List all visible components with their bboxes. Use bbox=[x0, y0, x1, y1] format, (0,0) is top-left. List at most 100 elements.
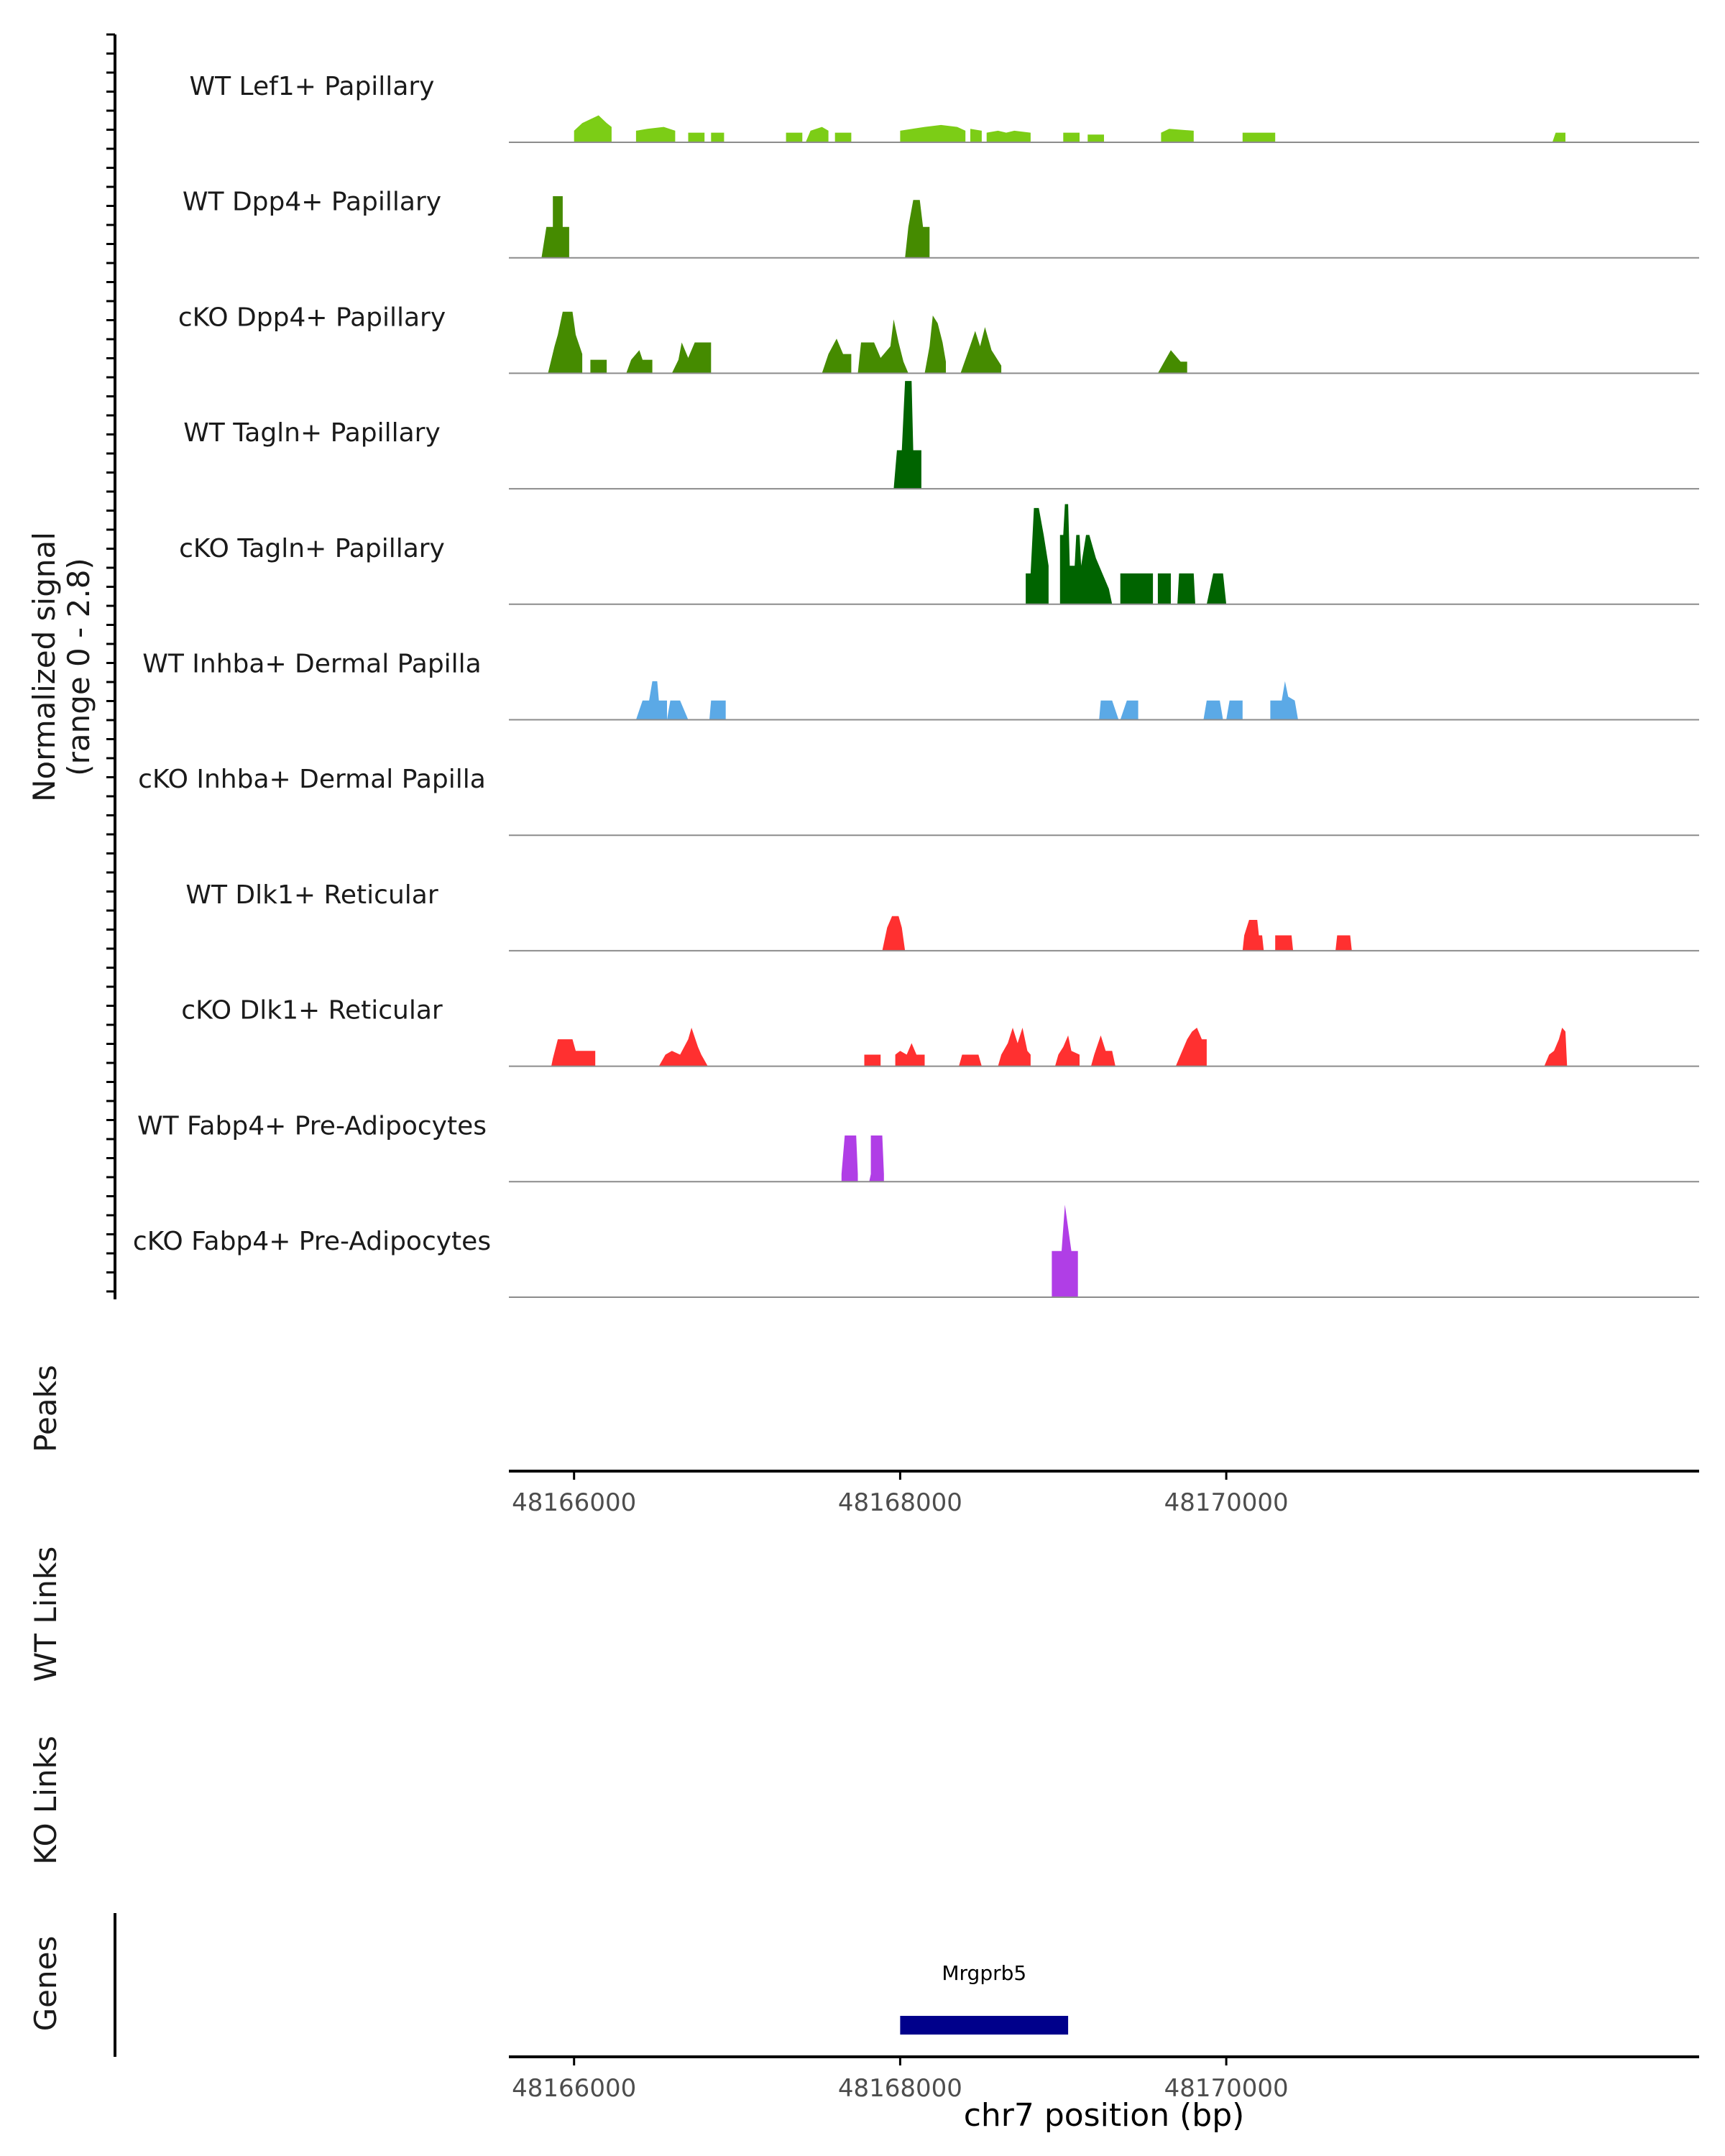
x-tick-label: 48168000 bbox=[838, 2074, 962, 2103]
gene-annotations: Mrgprb5 bbox=[900, 1961, 1069, 2035]
coverage-peak bbox=[998, 1028, 1031, 1067]
coverage-peak bbox=[895, 1043, 925, 1067]
gene-body bbox=[900, 2016, 1069, 2035]
coverage-peak bbox=[822, 338, 852, 374]
track-label: cKO Tagln+ Papillary bbox=[179, 534, 445, 563]
coverage-peak bbox=[1157, 573, 1171, 604]
track-label: cKO Dlk1+ Reticular bbox=[181, 996, 443, 1026]
coverage-peak bbox=[1026, 507, 1049, 604]
track-label: WT Dpp4+ Papillary bbox=[183, 188, 441, 217]
coverage-peak bbox=[786, 132, 803, 142]
coverage-peak bbox=[970, 129, 982, 142]
coverage-peak bbox=[986, 130, 1031, 142]
coverage-peak bbox=[1270, 681, 1298, 720]
genes-track-label: Genes bbox=[28, 1936, 63, 2032]
coverage-peak bbox=[1120, 573, 1154, 604]
track-1: WT Lef1+ Papillary bbox=[190, 72, 1699, 143]
y-range-label: (range 0 - 2.8) bbox=[61, 558, 96, 776]
coverage-peak bbox=[709, 700, 726, 720]
coverage-peak bbox=[924, 315, 946, 374]
genes-x-axis: 48166000 48168000 48170000 bbox=[509, 2055, 1699, 2103]
x-tick-label: 48168000 bbox=[838, 1488, 962, 1517]
coverage-peak bbox=[1226, 700, 1243, 720]
coverage-peak bbox=[711, 132, 724, 142]
peaks-track-label: Peaks bbox=[28, 1365, 63, 1452]
coverage-peak bbox=[635, 681, 667, 720]
track-9: cKO Dlk1+ Reticular bbox=[181, 996, 1699, 1067]
track-4: WT Tagln+ Papillary bbox=[183, 381, 1699, 490]
track-3: cKO Dpp4+ Papillary bbox=[178, 303, 1699, 374]
coverage-peak bbox=[541, 196, 569, 258]
track-10: WT Fabp4+ Pre-Adipocytes bbox=[137, 1111, 1699, 1183]
coverage-tracks: WT Lef1+ Papillary WT Dpp4+ Papillary cKO … bbox=[133, 72, 1699, 1298]
coverage-peak bbox=[551, 1039, 596, 1067]
coverage-peak bbox=[857, 319, 908, 374]
coverage-peak bbox=[1203, 700, 1223, 720]
coverage-peak bbox=[574, 115, 612, 142]
coverage-peak bbox=[671, 342, 712, 374]
coverage-peak bbox=[667, 700, 689, 720]
coverage-peak bbox=[959, 1054, 982, 1067]
coverage-peak bbox=[864, 1054, 881, 1067]
ko-links-track-label: KO Links bbox=[28, 1736, 63, 1865]
track-label: cKO Inhba+ Dermal Papilla bbox=[138, 765, 486, 794]
coverage-y-axis bbox=[106, 33, 116, 1299]
coverage-peak bbox=[869, 1135, 884, 1182]
coverage-peak bbox=[1177, 573, 1195, 604]
coverage-y-ticks bbox=[106, 33, 115, 1293]
coverage-peak bbox=[834, 132, 852, 142]
track-label: WT Inhba+ Dermal Papilla bbox=[142, 650, 481, 679]
track-label: cKO Dpp4+ Papillary bbox=[178, 303, 446, 332]
y-axis-label: Normalized signal bbox=[27, 532, 62, 802]
coverage-peak bbox=[1275, 935, 1294, 951]
coverage-peak bbox=[1059, 504, 1113, 604]
coverage-peak bbox=[626, 350, 653, 374]
coverage-peak bbox=[658, 1028, 708, 1067]
coverage-peak bbox=[1087, 134, 1104, 142]
coverage-peak bbox=[635, 126, 676, 142]
track-8: WT Dlk1+ Reticular bbox=[185, 880, 1699, 952]
track-6: WT Inhba+ Dermal Papilla bbox=[142, 650, 1699, 721]
coverage-peak bbox=[1242, 132, 1276, 142]
coverage-peak bbox=[1054, 1035, 1080, 1067]
coverage-peak bbox=[1161, 129, 1194, 142]
x-tick-label: 48170000 bbox=[1164, 2074, 1289, 2103]
x-tick-label: 48166000 bbox=[512, 2074, 636, 2103]
coverage-peak bbox=[1552, 132, 1565, 142]
coverage-peak bbox=[1099, 700, 1119, 720]
peaks-x-axis: 48166000 48168000 48170000 bbox=[509, 1470, 1699, 1517]
track-label: WT Fabp4+ Pre-Adipocytes bbox=[137, 1111, 487, 1141]
coverage-peak bbox=[1120, 700, 1138, 720]
track-label: WT Dlk1+ Reticular bbox=[185, 880, 438, 910]
track-label: WT Tagln+ Papillary bbox=[183, 418, 441, 448]
track-5: cKO Tagln+ Papillary bbox=[179, 504, 1699, 605]
gene-label: Mrgprb5 bbox=[942, 1961, 1026, 1985]
coverage-peak bbox=[1544, 1028, 1568, 1067]
coverage-peak bbox=[900, 124, 966, 142]
track-label: cKO Fabp4+ Pre-Adipocytes bbox=[133, 1227, 491, 1256]
x-tick-label: 48166000 bbox=[512, 1488, 636, 1517]
coverage-peak bbox=[1175, 1028, 1207, 1067]
coverage-peak bbox=[1063, 132, 1080, 142]
coverage-peak bbox=[1242, 920, 1264, 951]
coverage-peak bbox=[841, 1135, 858, 1182]
coverage-peak bbox=[805, 126, 829, 142]
coverage-peak bbox=[1090, 1035, 1116, 1067]
track-11: cKO Fabp4+ Pre-Adipocytes bbox=[133, 1204, 1699, 1298]
coverage-peak bbox=[590, 359, 607, 374]
coverage-peak bbox=[893, 381, 921, 489]
wt-links-track-label: WT Links bbox=[28, 1547, 63, 1682]
coverage-peak bbox=[1052, 1204, 1078, 1297]
coverage-peak bbox=[1206, 573, 1227, 604]
track-label: WT Lef1+ Papillary bbox=[190, 72, 435, 101]
coverage-peak bbox=[1335, 935, 1352, 951]
x-axis-label: chr7 position (bp) bbox=[964, 2097, 1245, 2134]
coverage-peak bbox=[548, 311, 583, 374]
coverage-peak bbox=[688, 132, 705, 142]
coverage-peak bbox=[1157, 350, 1187, 374]
coverage-peak bbox=[882, 916, 906, 951]
coverage-peak bbox=[960, 327, 1002, 374]
track-7: cKO Inhba+ Dermal Papilla bbox=[138, 765, 1699, 837]
coverage-peak bbox=[905, 200, 930, 258]
